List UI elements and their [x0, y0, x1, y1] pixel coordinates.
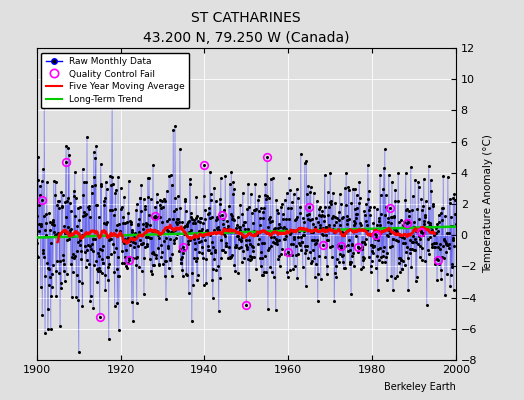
- Text: Berkeley Earth: Berkeley Earth: [384, 382, 456, 392]
- Y-axis label: Temperature Anomaly (°C): Temperature Anomaly (°C): [483, 134, 493, 274]
- Legend: Raw Monthly Data, Quality Control Fail, Five Year Moving Average, Long-Term Tren: Raw Monthly Data, Quality Control Fail, …: [41, 52, 190, 108]
- Title: ST CATHARINES
43.200 N, 79.250 W (Canada): ST CATHARINES 43.200 N, 79.250 W (Canada…: [143, 11, 350, 46]
